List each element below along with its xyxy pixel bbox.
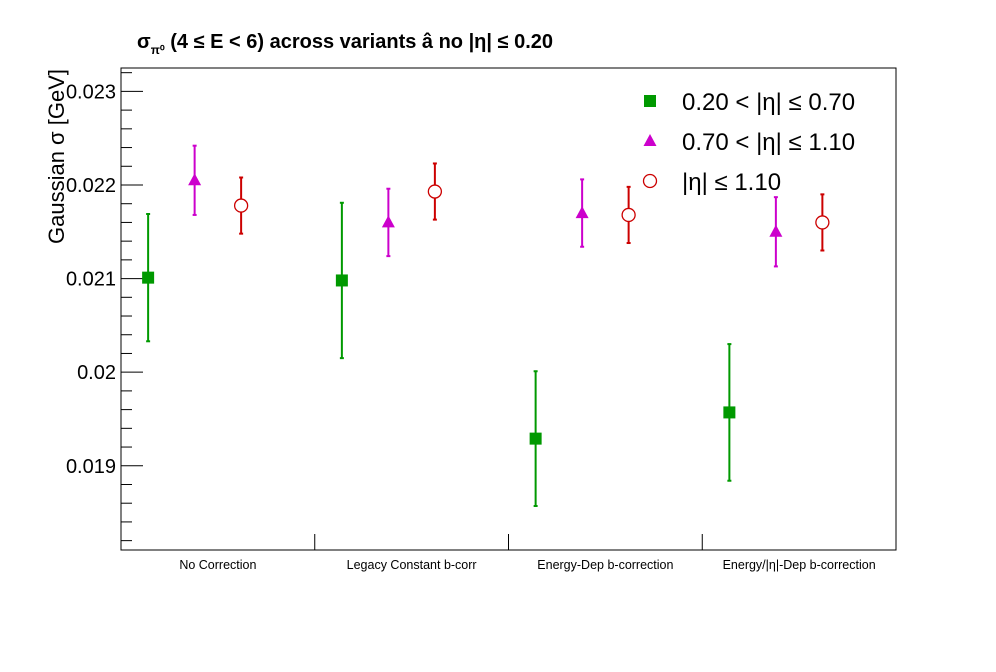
legend-marker [644, 95, 656, 107]
legend-marker [642, 173, 658, 189]
legend: 0.20 < |η| ≤ 0.70 0.70 < |η| ≤ 1.10 |η| ≤ … [642, 89, 855, 196]
data-point [381, 215, 395, 228]
series-1 [142, 201, 736, 508]
series-layer [142, 144, 830, 508]
x-category-label: Energy-Dep b-correction [537, 558, 673, 572]
title-rest: (4 ≤ E < 6) across variants â no |η| ≤ 0… [165, 31, 553, 53]
data-point [335, 274, 348, 287]
series-3 [233, 162, 830, 252]
data-point [142, 271, 155, 284]
x-category-label: No Correction [179, 558, 256, 572]
data-point [621, 207, 636, 223]
data-point [529, 432, 542, 445]
legend-label: |η| ≤ 1.10 [682, 169, 781, 196]
data-point [188, 173, 202, 186]
x-axis: No Correction Legacy Constant b-corr Energ… [179, 534, 876, 572]
legend-label: 0.70 < |η| ≤ 1.10 [682, 129, 855, 156]
y-tick-label: 0.02 [77, 362, 116, 384]
data-point [769, 224, 783, 237]
y-tick-label: 0.019 [66, 456, 116, 478]
y-tick-label: 0.021 [66, 269, 116, 291]
title-subscript: π⁰ [151, 43, 165, 57]
chart-title: σπ⁰ (4 ≤ E < 6) across variants â no |η|… [137, 31, 553, 57]
data-point [575, 206, 589, 219]
legend-label: 0.20 < |η| ≤ 0.70 [682, 89, 855, 116]
data-point [723, 406, 736, 419]
data-point [815, 215, 830, 230]
x-category-label: Energy/|η|-Dep b-correction [723, 558, 876, 572]
y-tick-label: 0.022 [66, 175, 116, 197]
y-axis: 0.019 0.02 0.021 0.022 0.023 [66, 72, 143, 542]
data-point [233, 198, 249, 213]
svg-text:σπ⁰ (4 ≤ E < 6) across variant: σπ⁰ (4 ≤ E < 6) across variants â no |η|… [137, 31, 553, 57]
legend-marker [643, 134, 657, 146]
data-point [427, 184, 443, 199]
y-axis-title: Gaussian σ [GeV] [44, 69, 69, 244]
y-tick-label: 0.023 [66, 81, 116, 103]
series-2 [188, 144, 783, 268]
title-sigma: σ [137, 31, 151, 53]
x-category-label: Legacy Constant b-corr [347, 558, 477, 572]
